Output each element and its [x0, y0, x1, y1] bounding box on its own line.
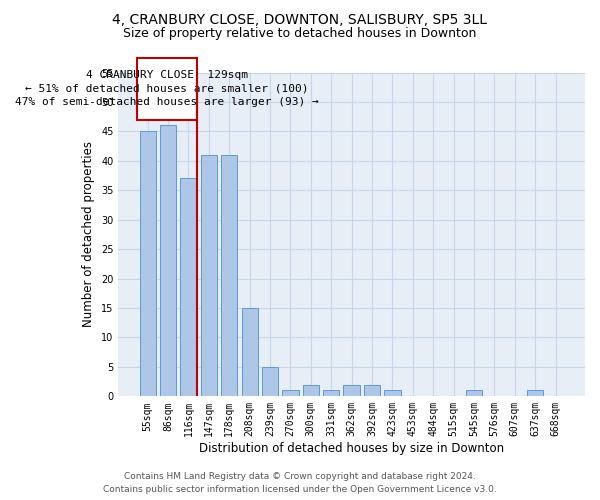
- X-axis label: Distribution of detached houses by size in Downton: Distribution of detached houses by size …: [199, 442, 504, 455]
- Text: Contains HM Land Registry data © Crown copyright and database right 2024.
Contai: Contains HM Land Registry data © Crown c…: [103, 472, 497, 494]
- Bar: [282, 390, 299, 396]
- Bar: [384, 390, 401, 396]
- Text: 4, CRANBURY CLOSE, DOWNTON, SALISBURY, SP5 3LL: 4, CRANBURY CLOSE, DOWNTON, SALISBURY, S…: [113, 12, 487, 26]
- Bar: [201, 155, 217, 396]
- Bar: [160, 126, 176, 396]
- Text: Size of property relative to detached houses in Downton: Size of property relative to detached ho…: [124, 28, 476, 40]
- Bar: [323, 390, 340, 396]
- Bar: [364, 384, 380, 396]
- Bar: [262, 367, 278, 396]
- Bar: [343, 384, 360, 396]
- Bar: [181, 178, 197, 396]
- Bar: [527, 390, 544, 396]
- Bar: [221, 155, 238, 396]
- Bar: [140, 132, 156, 396]
- Bar: [302, 384, 319, 396]
- Y-axis label: Number of detached properties: Number of detached properties: [82, 142, 95, 328]
- Bar: [242, 308, 258, 396]
- Bar: [466, 390, 482, 396]
- FancyBboxPatch shape: [137, 58, 197, 120]
- Text: 4 CRANBURY CLOSE: 129sqm
← 51% of detached houses are smaller (100)
47% of semi-: 4 CRANBURY CLOSE: 129sqm ← 51% of detach…: [15, 70, 319, 107]
